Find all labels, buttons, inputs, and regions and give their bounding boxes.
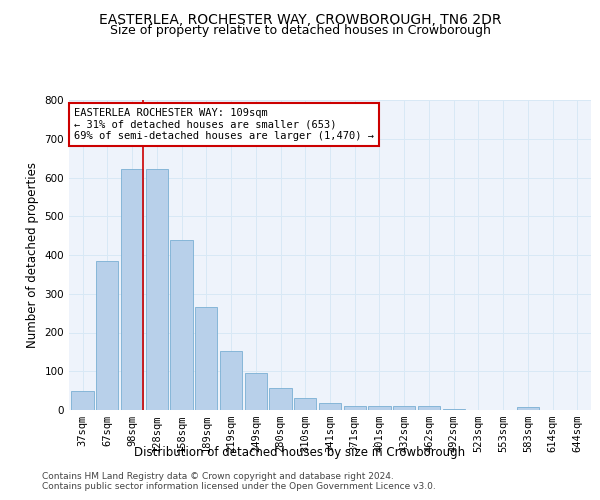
Bar (245, 373, 267, 410)
Bar (269, 388, 292, 410)
Bar (71, 390, 94, 410)
Bar (170, 240, 193, 410)
Bar (146, 168, 168, 410)
Bar (220, 350, 242, 410)
Text: EASTERLEA, ROCHESTER WAY, CROWBOROUGH, TN6 2DR: EASTERLEA, ROCHESTER WAY, CROWBOROUGH, T… (99, 12, 501, 26)
Text: Contains public sector information licensed under the Open Government Licence v3: Contains public sector information licen… (42, 482, 436, 491)
Bar (195, 308, 217, 410)
Bar (368, 406, 391, 410)
Y-axis label: Number of detached properties: Number of detached properties (26, 162, 39, 348)
Bar (294, 398, 316, 410)
Bar (443, 409, 465, 410)
Bar (344, 406, 366, 410)
Text: EASTERLEA ROCHESTER WAY: 109sqm
← 31% of detached houses are smaller (653)
69% o: EASTERLEA ROCHESTER WAY: 109sqm ← 31% of… (74, 108, 374, 141)
Bar (517, 408, 539, 410)
Bar (96, 261, 118, 410)
Text: Size of property relative to detached houses in Crowborough: Size of property relative to detached ho… (110, 24, 490, 37)
Bar (121, 168, 143, 410)
Text: Distribution of detached houses by size in Crowborough: Distribution of detached houses by size … (134, 446, 466, 459)
Bar (418, 406, 440, 410)
Bar (393, 406, 415, 410)
Bar (319, 404, 341, 410)
Text: Contains HM Land Registry data © Crown copyright and database right 2024.: Contains HM Land Registry data © Crown c… (42, 472, 394, 481)
